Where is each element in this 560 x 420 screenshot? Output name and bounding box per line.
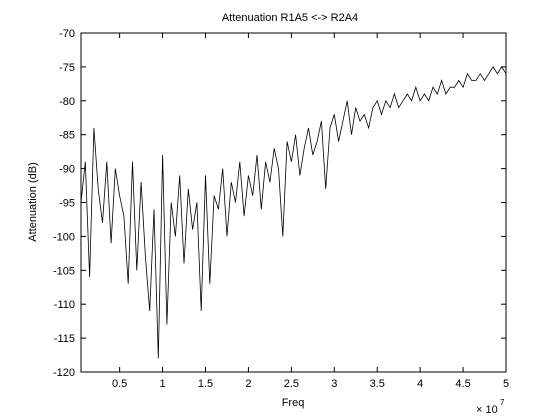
y-tick-label: -80 bbox=[59, 96, 75, 108]
x-tick-label: 1 bbox=[160, 378, 166, 390]
y-tick-label: -110 bbox=[54, 299, 75, 311]
x-axis-ticks: 0.5 1 1.5 2 2.5 3 3.5 4 4.5 5 bbox=[112, 33, 509, 390]
y-tick-label: -95 bbox=[59, 198, 75, 210]
x-tick-label: 2 bbox=[245, 378, 251, 390]
y-tick-label: -70 bbox=[59, 28, 75, 40]
x-tick-label: 4.5 bbox=[455, 378, 470, 390]
y-axis-label: Attenuation (dB) bbox=[27, 162, 39, 242]
x-tick-label: 2.5 bbox=[284, 378, 299, 390]
chart-title: Attenuation R1A5 <-> R2A4 bbox=[222, 12, 358, 24]
y-tick-label: -105 bbox=[53, 265, 75, 277]
y-tick-label: -90 bbox=[59, 164, 75, 176]
x-tick-label: 3.5 bbox=[370, 378, 385, 390]
plot-area-frame bbox=[80, 32, 507, 373]
y-tick-label: -100 bbox=[53, 231, 75, 243]
series-line bbox=[80, 66, 507, 359]
y-tick-label: -75 bbox=[59, 62, 75, 74]
y-tick-label: -120 bbox=[53, 367, 75, 379]
x-tick-label: 5 bbox=[503, 378, 509, 390]
x-tick-label: 1.5 bbox=[198, 378, 213, 390]
y-tick-label: -85 bbox=[59, 130, 75, 142]
y-tick-label: -115 bbox=[54, 333, 75, 345]
y-axis-ticks: -70 -75 -80 -85 -90 -95 -100 -105 -110 -115 -120 bbox=[53, 28, 506, 379]
x-multiplier-exponent: 7 bbox=[500, 398, 505, 407]
x-axis-label: Freq bbox=[282, 397, 305, 409]
x-multiplier-label: × 10 bbox=[476, 404, 498, 416]
x-tick-label: 4 bbox=[417, 378, 423, 390]
x-tick-label: 0.5 bbox=[112, 378, 127, 390]
x-tick-label: 3 bbox=[331, 378, 337, 390]
